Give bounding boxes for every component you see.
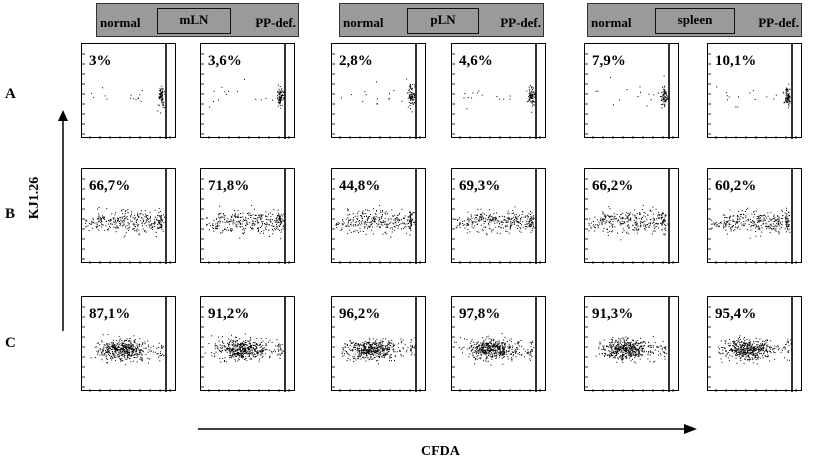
flow-plot-panel: 4,6% xyxy=(451,43,546,139)
scatter-plot xyxy=(332,169,421,264)
percentage-label: 4,6% xyxy=(459,53,493,69)
scatter-plot xyxy=(708,169,797,264)
flow-plot-panel: 7,9% xyxy=(584,43,679,139)
flow-plot-panel: 97,8% xyxy=(451,296,546,392)
flow-plot-panel: 10,1% xyxy=(707,43,802,139)
flow-plot-panel: 3,6% xyxy=(200,43,295,139)
scatter-plot xyxy=(201,169,290,264)
y-axis-arrow xyxy=(58,110,68,331)
header-ppdef-label: PP-def. xyxy=(255,15,296,30)
scatter-plot xyxy=(585,44,674,139)
scatter-plot xyxy=(585,297,674,392)
header-group-pln: normal pLN PP-def. xyxy=(339,3,544,37)
header-tissue-label: spleen xyxy=(655,8,735,34)
row-label-b: B xyxy=(5,206,16,222)
scatter-plot xyxy=(332,297,421,392)
scatter-plot xyxy=(452,169,541,264)
percentage-label: 3% xyxy=(89,53,112,69)
row-label-c: C xyxy=(5,335,16,351)
scatter-plot xyxy=(452,44,541,139)
flow-plot-panel: 96,2% xyxy=(331,296,426,392)
percentage-label: 97,8% xyxy=(459,306,501,322)
row-label-a: A xyxy=(5,86,16,102)
flow-plot-panel: 66,2% xyxy=(584,168,679,264)
percentage-label: 3,6% xyxy=(208,53,242,69)
flow-plot-panel: 95,4% xyxy=(707,296,802,392)
flow-plot-panel: 3% xyxy=(81,43,176,139)
scatter-plot xyxy=(82,169,171,264)
scatter-plot xyxy=(82,44,171,139)
scatter-plot xyxy=(452,297,541,392)
percentage-label: 71,8% xyxy=(208,178,250,194)
scatter-plot xyxy=(201,297,290,392)
header-group-mln: normal mLN PP-def. xyxy=(96,3,299,37)
x-axis-arrow xyxy=(198,424,697,434)
flow-plot-panel: 71,8% xyxy=(200,168,295,264)
header-group-spleen: normal spleen PP-def. xyxy=(587,3,802,37)
flow-plot-panel: 91,2% xyxy=(200,296,295,392)
flow-plot-panel: 2,8% xyxy=(331,43,426,139)
percentage-label: 69,3% xyxy=(459,178,501,194)
header-tissue-label: pLN xyxy=(407,8,479,34)
header-ppdef-label: PP-def. xyxy=(500,15,541,30)
flow-plot-panel: 87,1% xyxy=(81,296,176,392)
scatter-plot xyxy=(708,44,797,139)
percentage-label: 95,4% xyxy=(715,306,757,322)
flow-plot-panel: 66,7% xyxy=(81,168,176,264)
header-normal-label: normal xyxy=(591,15,632,30)
header-normal-label: normal xyxy=(100,15,141,30)
header-tissue-label: mLN xyxy=(157,8,231,34)
flow-plot-panel: 69,3% xyxy=(451,168,546,264)
y-axis-label: KJ1.26 xyxy=(27,176,43,220)
scatter-plot xyxy=(585,169,674,264)
percentage-label: 7,9% xyxy=(592,53,626,69)
percentage-label: 2,8% xyxy=(339,53,373,69)
flow-plot-panel: 60,2% xyxy=(707,168,802,264)
scatter-plot xyxy=(201,44,290,139)
x-axis-label: CFDA xyxy=(421,444,460,459)
scatter-plot xyxy=(708,297,797,392)
flow-plot-panel: 44,8% xyxy=(331,168,426,264)
percentage-label: 66,7% xyxy=(89,178,131,194)
percentage-label: 60,2% xyxy=(715,178,757,194)
header-ppdef-label: PP-def. xyxy=(758,15,799,30)
percentage-label: 91,2% xyxy=(208,306,250,322)
scatter-plot xyxy=(332,44,421,139)
header-normal-label: normal xyxy=(343,15,384,30)
percentage-label: 44,8% xyxy=(339,178,381,194)
percentage-label: 96,2% xyxy=(339,306,381,322)
percentage-label: 10,1% xyxy=(715,53,757,69)
flow-plot-panel: 91,3% xyxy=(584,296,679,392)
percentage-label: 91,3% xyxy=(592,306,634,322)
percentage-label: 87,1% xyxy=(89,306,131,322)
percentage-label: 66,2% xyxy=(592,178,634,194)
scatter-plot xyxy=(82,297,171,392)
